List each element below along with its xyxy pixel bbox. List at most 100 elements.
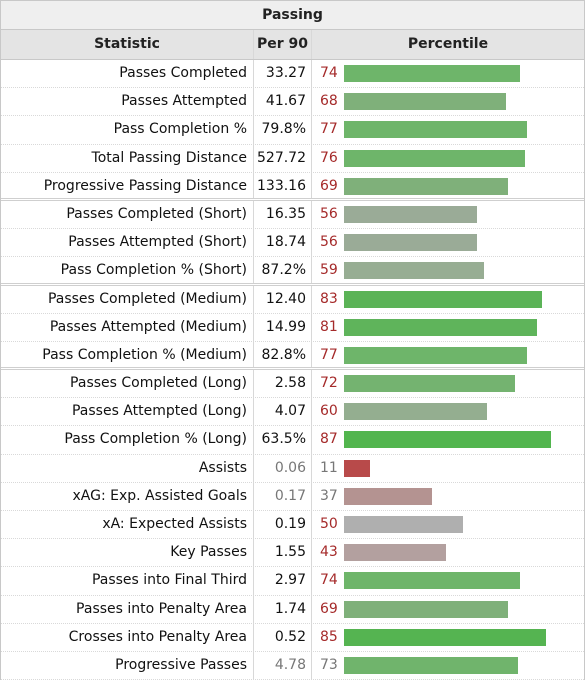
percentile-bar [344, 234, 477, 252]
per90-value: 0.52 [254, 623, 312, 651]
percentile-bar [344, 572, 520, 590]
percentile-value: 85 [320, 628, 338, 645]
table-caption: Passing [1, 0, 584, 30]
per90-value: 527.72 [254, 144, 312, 172]
header-statistic[interactable]: Statistic [1, 30, 254, 59]
percentile-bar [344, 431, 551, 449]
per90-value: 63.5% [254, 426, 312, 454]
table-row: Pass Completion % (Medium) 82.8% 77 [1, 341, 584, 371]
percentile-cell: 77 [312, 342, 584, 367]
header-percentile[interactable]: Percentile [407, 36, 489, 52]
table-row: xA: Expected Assists 0.19 50 [1, 511, 584, 540]
per90-value: 0.06 [254, 454, 312, 482]
percentile-value: 69 [320, 177, 338, 194]
table-row: Pass Completion % 79.8% 77 [1, 116, 584, 145]
stat-name: Crosses into Penalty Area [1, 623, 254, 651]
percentile-value: 50 [320, 516, 338, 532]
percentile-cell: 59 [312, 257, 584, 282]
per90-value: 4.78 [254, 651, 312, 680]
per90-value: 12.40 [254, 285, 312, 313]
per90-value: 0.17 [254, 482, 312, 510]
percentile-value: 73 [320, 656, 338, 673]
table-row: Passes Completed (Long) 2.58 72 [1, 370, 584, 399]
percentile-bar [344, 346, 527, 364]
percentile-value: 43 [320, 544, 338, 561]
stat-name: Pass Completion % (Long) [1, 426, 254, 454]
table-body: Passes Completed 33.27 74 Passes Attempted 4… [1, 60, 584, 681]
header-per90[interactable]: Per 90 [254, 30, 312, 59]
per90-value: 18.74 [254, 229, 312, 257]
stat-name: Passes Attempted (Short) [1, 229, 254, 257]
percentile-value: 81 [320, 318, 338, 335]
stat-name: Passes into Penalty Area [1, 595, 254, 623]
percentile-bar [344, 516, 463, 533]
percentile-bar [344, 318, 537, 336]
percentile-value: 77 [320, 121, 338, 138]
percentile-bar [344, 544, 446, 562]
percentile-cell: 69 [312, 596, 584, 623]
percentile-bar [344, 121, 527, 139]
stat-name: Progressive Passing Distance [1, 172, 254, 198]
table-row: Passes Completed (Medium) 12.40 83 [1, 285, 584, 314]
per90-value: 14.99 [254, 313, 312, 341]
stat-name: Passes Completed (Medium) [1, 285, 254, 313]
percentile-cell: 50 [312, 511, 584, 538]
stat-name: Passes Completed [1, 60, 254, 88]
percentile-cell: 56 [312, 229, 584, 256]
per90-value: 4.07 [254, 398, 312, 426]
percentile-bar [344, 262, 484, 280]
percentile-cell: 85 [312, 624, 584, 651]
percentile-value: 59 [320, 262, 338, 279]
percentile-value: 74 [320, 65, 338, 81]
stat-name: Passes Attempted (Long) [1, 398, 254, 426]
stat-name: Pass Completion % (Medium) [1, 341, 254, 368]
percentile-value: 56 [320, 234, 338, 251]
table-row: Passes Attempted (Short) 18.74 56 [1, 229, 584, 258]
stat-name: Assists [1, 454, 254, 482]
stat-name: Passes Completed (Short) [1, 200, 254, 229]
table-row: Passes Attempted (Medium) 14.99 81 [1, 313, 584, 342]
percentile-value: 68 [320, 93, 338, 110]
table-row: Passes Completed 33.27 74 [1, 60, 584, 89]
table-row: Progressive Passes 4.78 73 [1, 651, 584, 681]
table-row: Passes into Penalty Area 1.74 69 [1, 595, 584, 624]
percentile-bar [344, 290, 542, 308]
percentile-value: 56 [320, 205, 338, 222]
percentile-value: 77 [320, 346, 338, 363]
table-header: Statistic Per 90 Percentile [1, 30, 584, 60]
per90-value: 0.19 [254, 511, 312, 539]
percentile-bar [344, 600, 508, 618]
percentile-cell: 56 [312, 201, 584, 228]
percentile-cell: 74 [312, 567, 584, 594]
stat-name: xAG: Exp. Assisted Goals [1, 482, 254, 510]
percentile-bar [344, 65, 520, 82]
table-row: Key Passes 1.55 43 [1, 539, 584, 568]
percentile-value: 69 [320, 600, 338, 617]
percentile-cell: 60 [312, 398, 584, 425]
stat-name: Key Passes [1, 539, 254, 567]
stat-name: Passes Completed (Long) [1, 370, 254, 398]
percentile-bar [344, 656, 518, 674]
table-row: Crosses into Penalty Area 0.52 85 [1, 623, 584, 652]
percentile-value: 37 [320, 487, 338, 504]
percentile-cell: 77 [312, 116, 584, 143]
percentile-bar [344, 205, 477, 223]
per90-value: 87.2% [254, 257, 312, 283]
percentile-cell: 68 [312, 88, 584, 115]
percentile-bar [344, 628, 546, 646]
table-row: Pass Completion % (Short) 87.2% 59 [1, 257, 584, 286]
percentile-bar [344, 459, 370, 477]
percentile-bar [344, 403, 487, 421]
table-row: Total Passing Distance 527.72 76 [1, 144, 584, 173]
per90-value: 1.74 [254, 595, 312, 623]
percentile-bar [344, 149, 525, 167]
per90-value: 16.35 [254, 200, 312, 229]
table-row: Passes Attempted (Long) 4.07 60 [1, 398, 584, 427]
per90-value: 33.27 [254, 60, 312, 88]
percentile-cell: 37 [312, 483, 584, 510]
table-row: xAG: Exp. Assisted Goals 0.17 37 [1, 482, 584, 511]
per90-value: 41.67 [254, 88, 312, 116]
stat-name: Passes Attempted [1, 88, 254, 116]
percentile-cell: 43 [312, 539, 584, 566]
